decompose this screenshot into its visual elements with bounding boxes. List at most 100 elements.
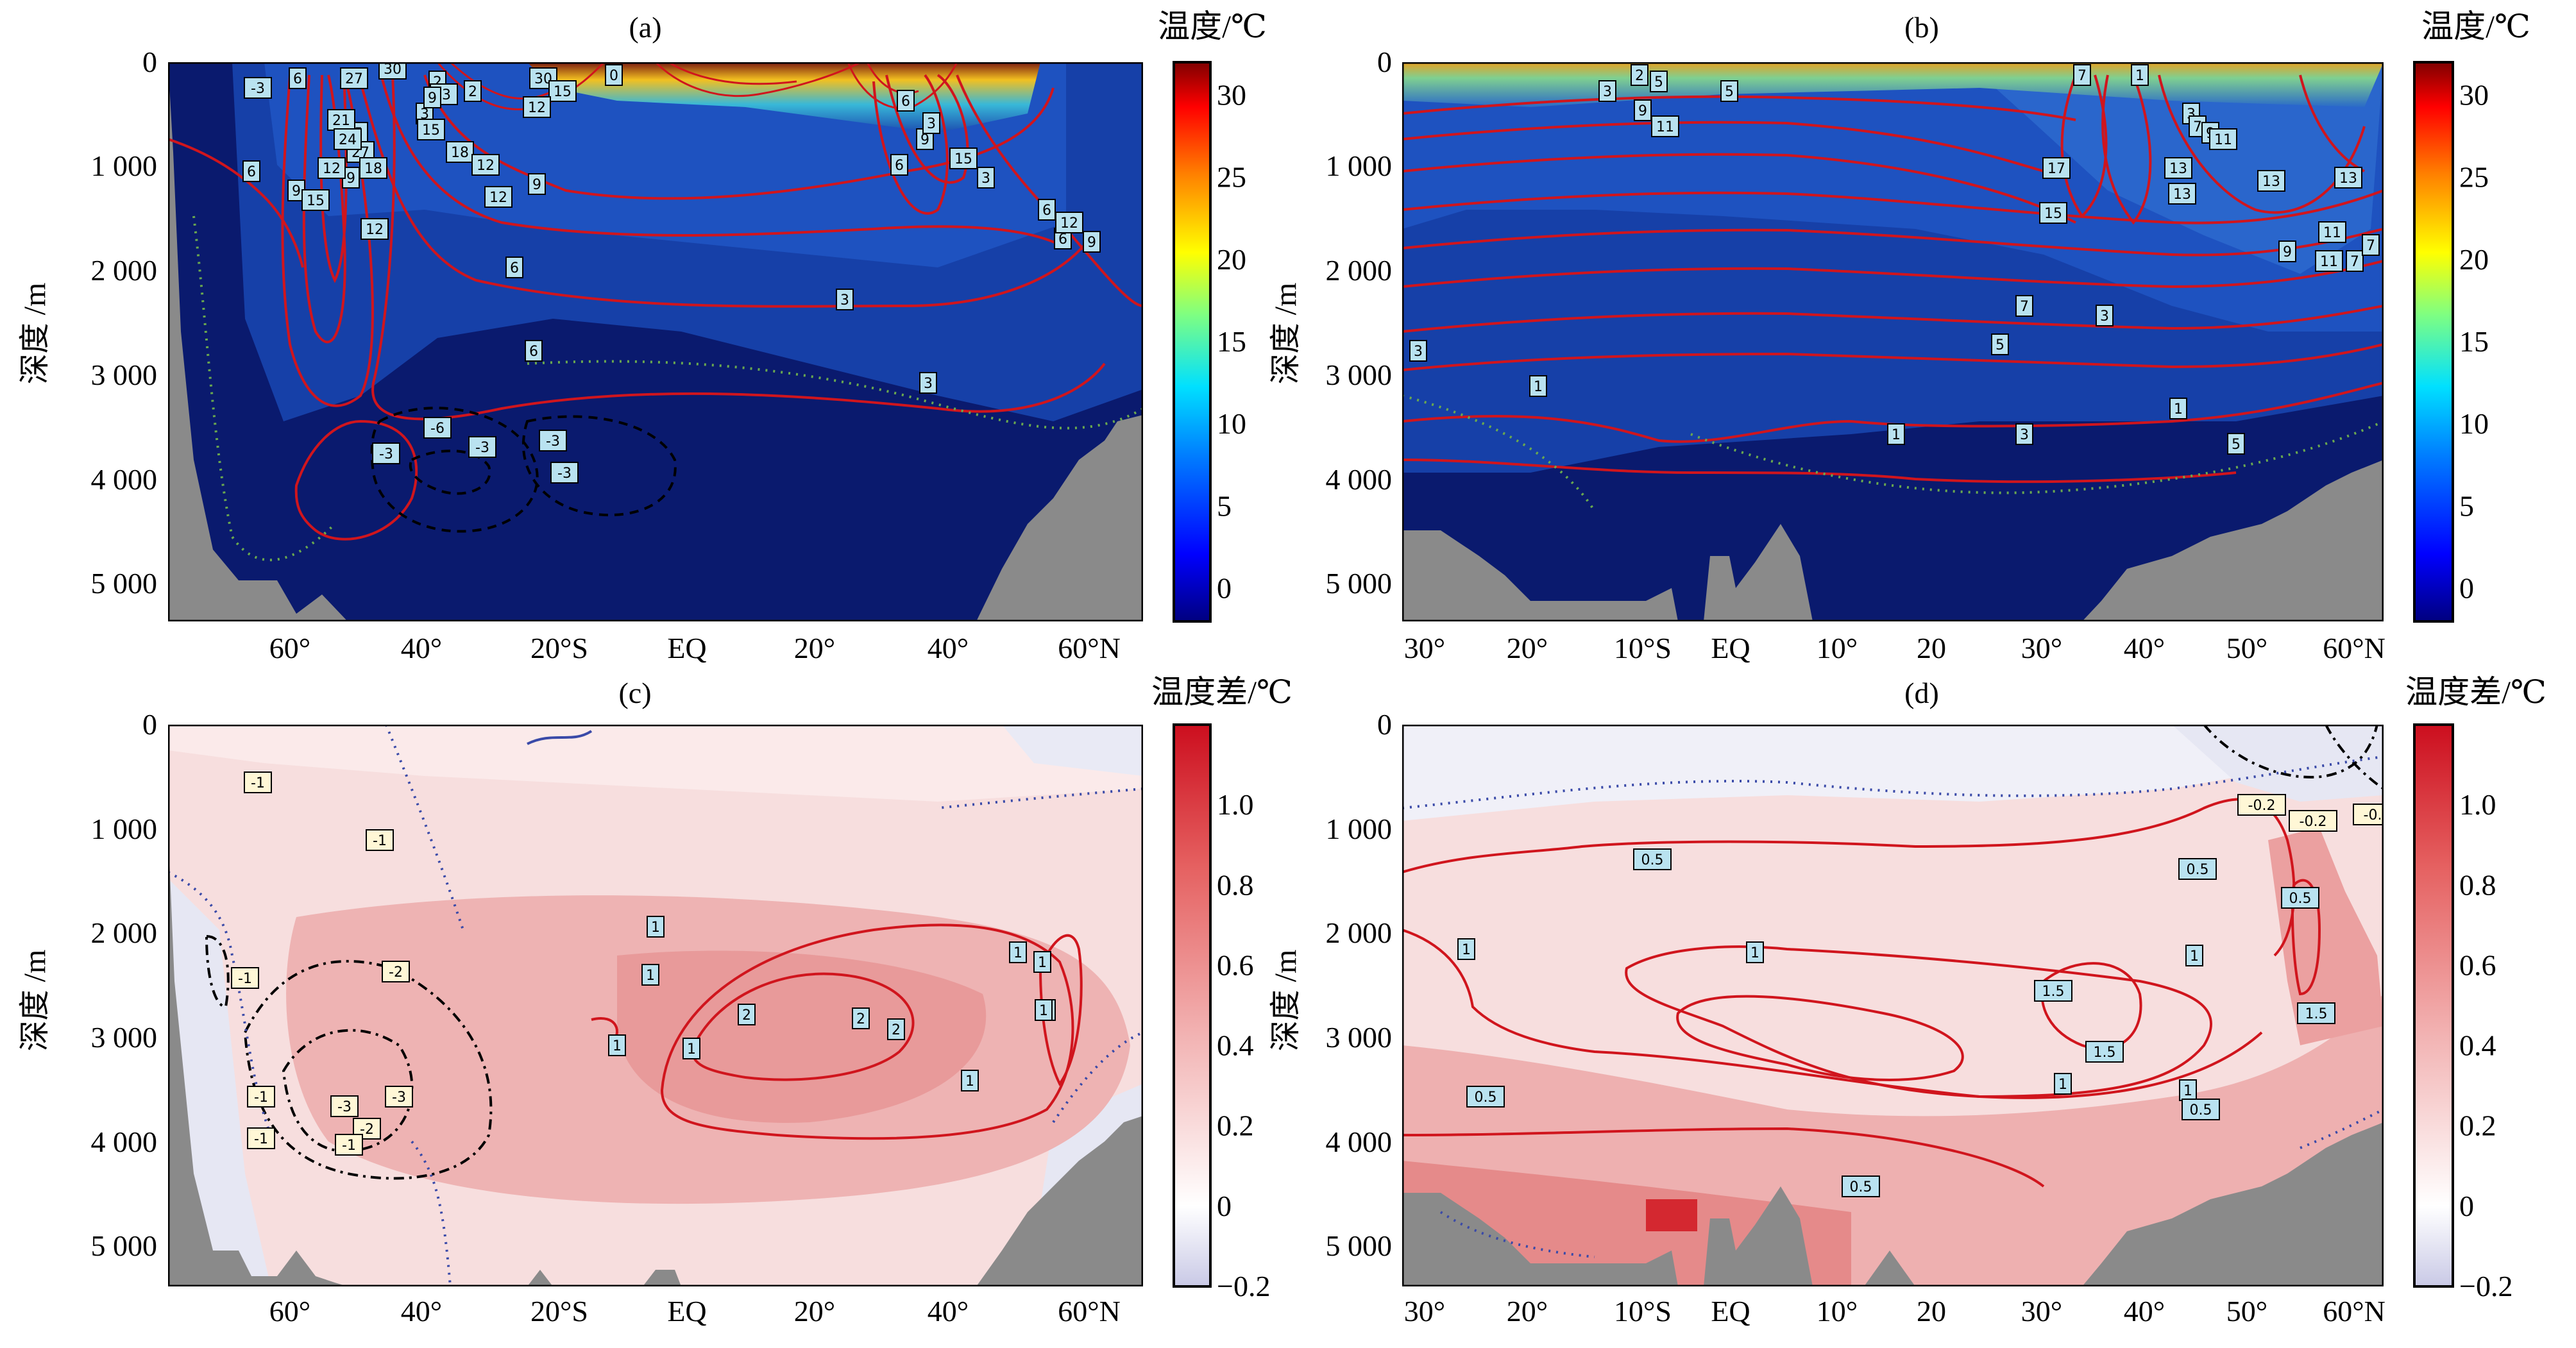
x-tick: 30° xyxy=(1404,1295,1445,1327)
contour-label: 2 xyxy=(887,1018,905,1040)
contour-label-box xyxy=(949,147,978,169)
y-tick: 1 000 xyxy=(91,813,158,845)
contour-labels-d: -0.2 -0.2 -0.2 0.5 0.5 0.5 1 1 1 1.5 1.5 1 0.5 1.5 1 0.… xyxy=(1457,794,2384,1197)
contour-label-box xyxy=(372,442,400,464)
contour-label: 0.5 xyxy=(1842,1175,1880,1197)
contour-label: 9 xyxy=(2278,240,2296,262)
contour-label-box xyxy=(1038,199,1056,221)
contour-label: 2 xyxy=(852,1007,870,1029)
contour-label-box xyxy=(2237,794,2286,816)
y-axis-b: 0 1 000 2 000 3 000 4 000 5 000 xyxy=(1326,46,1393,600)
contour-label: 3 xyxy=(919,372,937,394)
contour-label-box xyxy=(2015,423,2033,445)
contour-label-text: 0.5 xyxy=(2187,862,2209,878)
contour-label-text: 0.5 xyxy=(1475,1090,1497,1106)
contour-label-text: 18 xyxy=(451,145,469,161)
contour-label-text: 9 xyxy=(1087,235,1096,251)
contour-label-box xyxy=(887,1018,905,1040)
colorbar-ticks-a: 0 5 10 15 20 25 30 xyxy=(1217,78,1246,604)
contour-label-text: -1 xyxy=(251,775,265,791)
contour-label-text: 3 xyxy=(927,116,936,132)
contour-label-text: 9 xyxy=(292,183,301,199)
contour-label: -6 xyxy=(423,417,452,439)
contour-label-text: 2 xyxy=(856,1011,865,1027)
contour-label: 18 xyxy=(446,141,474,163)
contour-label-text: 1 xyxy=(1892,427,1901,443)
contour-label-box xyxy=(1055,212,1083,233)
panel-b-plot: 2359117153791117151313131311119777531131… xyxy=(1402,62,2384,621)
colorbar-tick: 30 xyxy=(2459,78,2489,111)
colorbar-ticks-b: 0 5 10 15 20 25 30 xyxy=(2459,78,2489,604)
contour-label: 15 xyxy=(417,119,445,140)
colorbar-tick: 20 xyxy=(1217,243,1246,276)
contour-label-text: 3 xyxy=(2100,308,2109,324)
contour-label-text: 0.5 xyxy=(1850,1179,1872,1195)
contour-label-box xyxy=(2085,1041,2124,1063)
contour-label: 7 xyxy=(2346,250,2364,272)
contour-label-text: 21 xyxy=(332,113,350,129)
topography-ridge xyxy=(1704,1186,1813,1286)
contour-label: 13 xyxy=(2257,170,2285,192)
contour-label-text: 1 xyxy=(1039,1003,1048,1019)
x-tick: EQ xyxy=(1711,1295,1750,1327)
contour-label-text: 2 xyxy=(742,1007,751,1024)
contour-label-text: 2 xyxy=(892,1022,901,1038)
panel-b-title: (b) xyxy=(1904,11,1939,44)
x-tick: 20° xyxy=(794,1295,835,1327)
contour-label-box xyxy=(378,62,407,80)
contour-label-text: -1 xyxy=(342,1138,356,1154)
contour-label: -1 xyxy=(335,1134,363,1156)
contour-label-box xyxy=(484,186,513,208)
contour-label-box xyxy=(505,257,523,278)
contour-label-box xyxy=(2297,1002,2335,1024)
contour-label-text: -3 xyxy=(392,1090,406,1106)
contour-label: 9 xyxy=(1634,99,1652,121)
x-tick: EQ xyxy=(1711,632,1750,664)
contour-label-box xyxy=(1009,941,1027,963)
x-tick: 60° xyxy=(269,632,310,664)
contour-label-text: 5 xyxy=(1725,84,1734,100)
contour-label-box xyxy=(2318,221,2346,243)
contour-label-box xyxy=(1633,848,1672,870)
contour-label-text: 15 xyxy=(554,84,572,100)
contour-label-box xyxy=(247,1086,275,1108)
panel-a-plot: -3627302-3301520391527212418969121518151… xyxy=(168,62,1143,621)
contour-label: 12 xyxy=(471,154,500,176)
contour-label-text: 3 xyxy=(981,171,990,187)
contour-label-box xyxy=(922,112,940,134)
contour-label: 5 xyxy=(2227,433,2245,455)
contour-label-box xyxy=(548,80,577,102)
contour-label: 3 xyxy=(922,112,940,134)
contour-label: 0 xyxy=(605,64,623,86)
contour-label-text: 7 xyxy=(2350,254,2359,270)
contour-label-box xyxy=(1033,951,1051,973)
contour-label-box xyxy=(2278,240,2296,262)
contour-label: 27 xyxy=(340,67,368,89)
contour-label-box xyxy=(2054,1073,2072,1095)
contour-label-text: -0.2 xyxy=(2248,798,2276,814)
contour-label-box xyxy=(1650,71,1668,92)
contour-label-box xyxy=(1634,99,1652,121)
y-tick: 5 000 xyxy=(91,1229,158,1262)
contour-label-text: 6 xyxy=(1042,203,1051,219)
x-tick: 20° xyxy=(1507,632,1548,664)
y-tick: 2 000 xyxy=(91,916,158,949)
contour-label-text: 9 xyxy=(428,90,437,106)
contour-label-text: 5 xyxy=(1654,74,1663,90)
contour-label-box xyxy=(2169,398,2187,419)
topography-north xyxy=(976,1116,1143,1286)
contour-label-box xyxy=(327,109,355,131)
x-tick: 20°S xyxy=(530,1295,588,1327)
contour-label: 11 xyxy=(2315,250,2343,272)
contour-label-box xyxy=(1457,938,1475,960)
y-tick: 4 000 xyxy=(91,463,158,496)
colorbar-tick: 0.2 xyxy=(2459,1109,2496,1142)
contour-label-box xyxy=(247,1127,275,1149)
contour-label-text: 1 xyxy=(1038,955,1047,971)
contour-label-text: 9 xyxy=(532,177,541,193)
contour-label-text: 6 xyxy=(247,164,256,180)
colorbar-tick: 5 xyxy=(1217,490,1232,523)
colorbar-tick: 10 xyxy=(2459,407,2489,440)
contour-label: 0.5 xyxy=(2178,858,2217,880)
panel-c-title: (c) xyxy=(618,677,651,709)
